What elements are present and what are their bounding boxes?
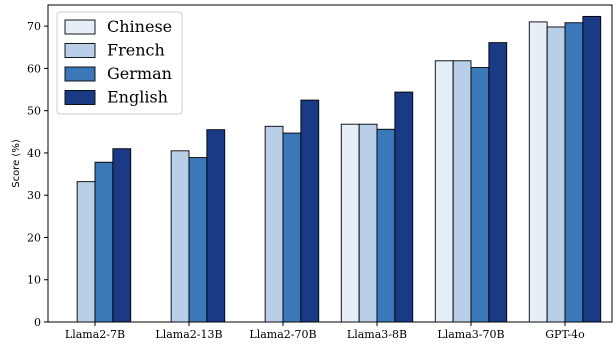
bar-chinese-gpt-4o: [528, 21, 548, 323]
legend-swatch-chinese: [64, 19, 96, 35]
y-tick-label: 10: [27, 274, 41, 287]
bar-french-gpt-4o: [546, 26, 566, 323]
bar-german-llama2-70b: [282, 132, 302, 323]
y-tick-label: 20: [27, 231, 41, 244]
legend-box: [56, 11, 183, 115]
bar-english-llama2-70b: [300, 99, 320, 323]
bar-german-llama2-7b: [94, 161, 114, 323]
bar-french-llama2-13b: [170, 150, 190, 323]
y-tick-label: 60: [27, 62, 41, 75]
bar-english-llama3-8b: [394, 91, 414, 323]
x-tick-label: Llama3-8B: [347, 328, 407, 341]
legend-swatch-english: [64, 90, 96, 105]
bar-french-llama3-70b: [452, 60, 472, 323]
bar-french-llama2-70b: [264, 125, 284, 323]
x-tick-label: GPT-4o: [545, 328, 585, 341]
x-tick-label: Llama2-7B: [65, 328, 125, 341]
bar-english-llama3-70b: [488, 42, 508, 323]
bar-english-llama2-13b: [206, 129, 226, 323]
legend-label-english: English: [107, 88, 168, 107]
legend-swatch-french: [64, 43, 96, 58]
bar-german-llama3-8b: [376, 128, 396, 323]
legend: Chinese French German English: [56, 11, 183, 115]
legend-label-german: German: [107, 64, 172, 83]
x-tick-label: Llama3-70B: [437, 328, 504, 341]
y-tick-label: 40: [27, 147, 41, 160]
y-tick-label: 50: [27, 105, 41, 118]
y-tick-label: 0: [34, 316, 41, 329]
bar-english-llama2-7b: [112, 148, 132, 323]
legend-label-french: French: [107, 41, 165, 60]
legend-label-chinese: Chinese: [107, 17, 172, 36]
y-tick-label: 70: [27, 20, 41, 33]
bar-german-llama3-70b: [470, 67, 490, 323]
bar-chinese-llama3-8b: [340, 123, 360, 323]
bar-german-llama2-13b: [188, 157, 208, 323]
bar-french-llama3-8b: [358, 123, 378, 323]
bar-chinese-llama3-70b: [434, 60, 454, 323]
y-tick-label: 30: [27, 189, 41, 202]
bar-french-llama2-7b: [76, 181, 96, 323]
bar-english-gpt-4o: [582, 15, 602, 323]
y-axis-label: Score (%): [11, 139, 22, 188]
axes: 0 10 20 30 40 50 60 70 Llama2-7B Llama2-13B Llama2…: [11, 20, 585, 341]
bar-german-gpt-4o: [564, 22, 584, 323]
x-tick-label: Llama2-70B: [249, 328, 316, 341]
x-tick-label: Llama2-13B: [155, 328, 222, 341]
bars: [76, 15, 602, 323]
legend-swatch-german: [64, 66, 96, 82]
